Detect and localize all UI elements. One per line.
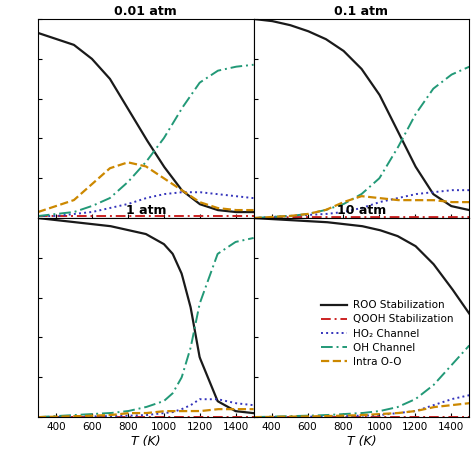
Legend: ROO Stabilization, QOOH Stabilization, HO₂ Channel, OH Channel, Intra O-O: ROO Stabilization, QOOH Stabilization, H… bbox=[319, 298, 455, 369]
Title: 0.01 atm: 0.01 atm bbox=[114, 5, 177, 18]
Title: 0.1 atm: 0.1 atm bbox=[335, 5, 388, 18]
Title: 10 atm: 10 atm bbox=[337, 204, 386, 217]
X-axis label: T (K): T (K) bbox=[346, 435, 376, 448]
Title: 1 atm: 1 atm bbox=[126, 204, 166, 217]
X-axis label: T (K): T (K) bbox=[131, 435, 161, 448]
